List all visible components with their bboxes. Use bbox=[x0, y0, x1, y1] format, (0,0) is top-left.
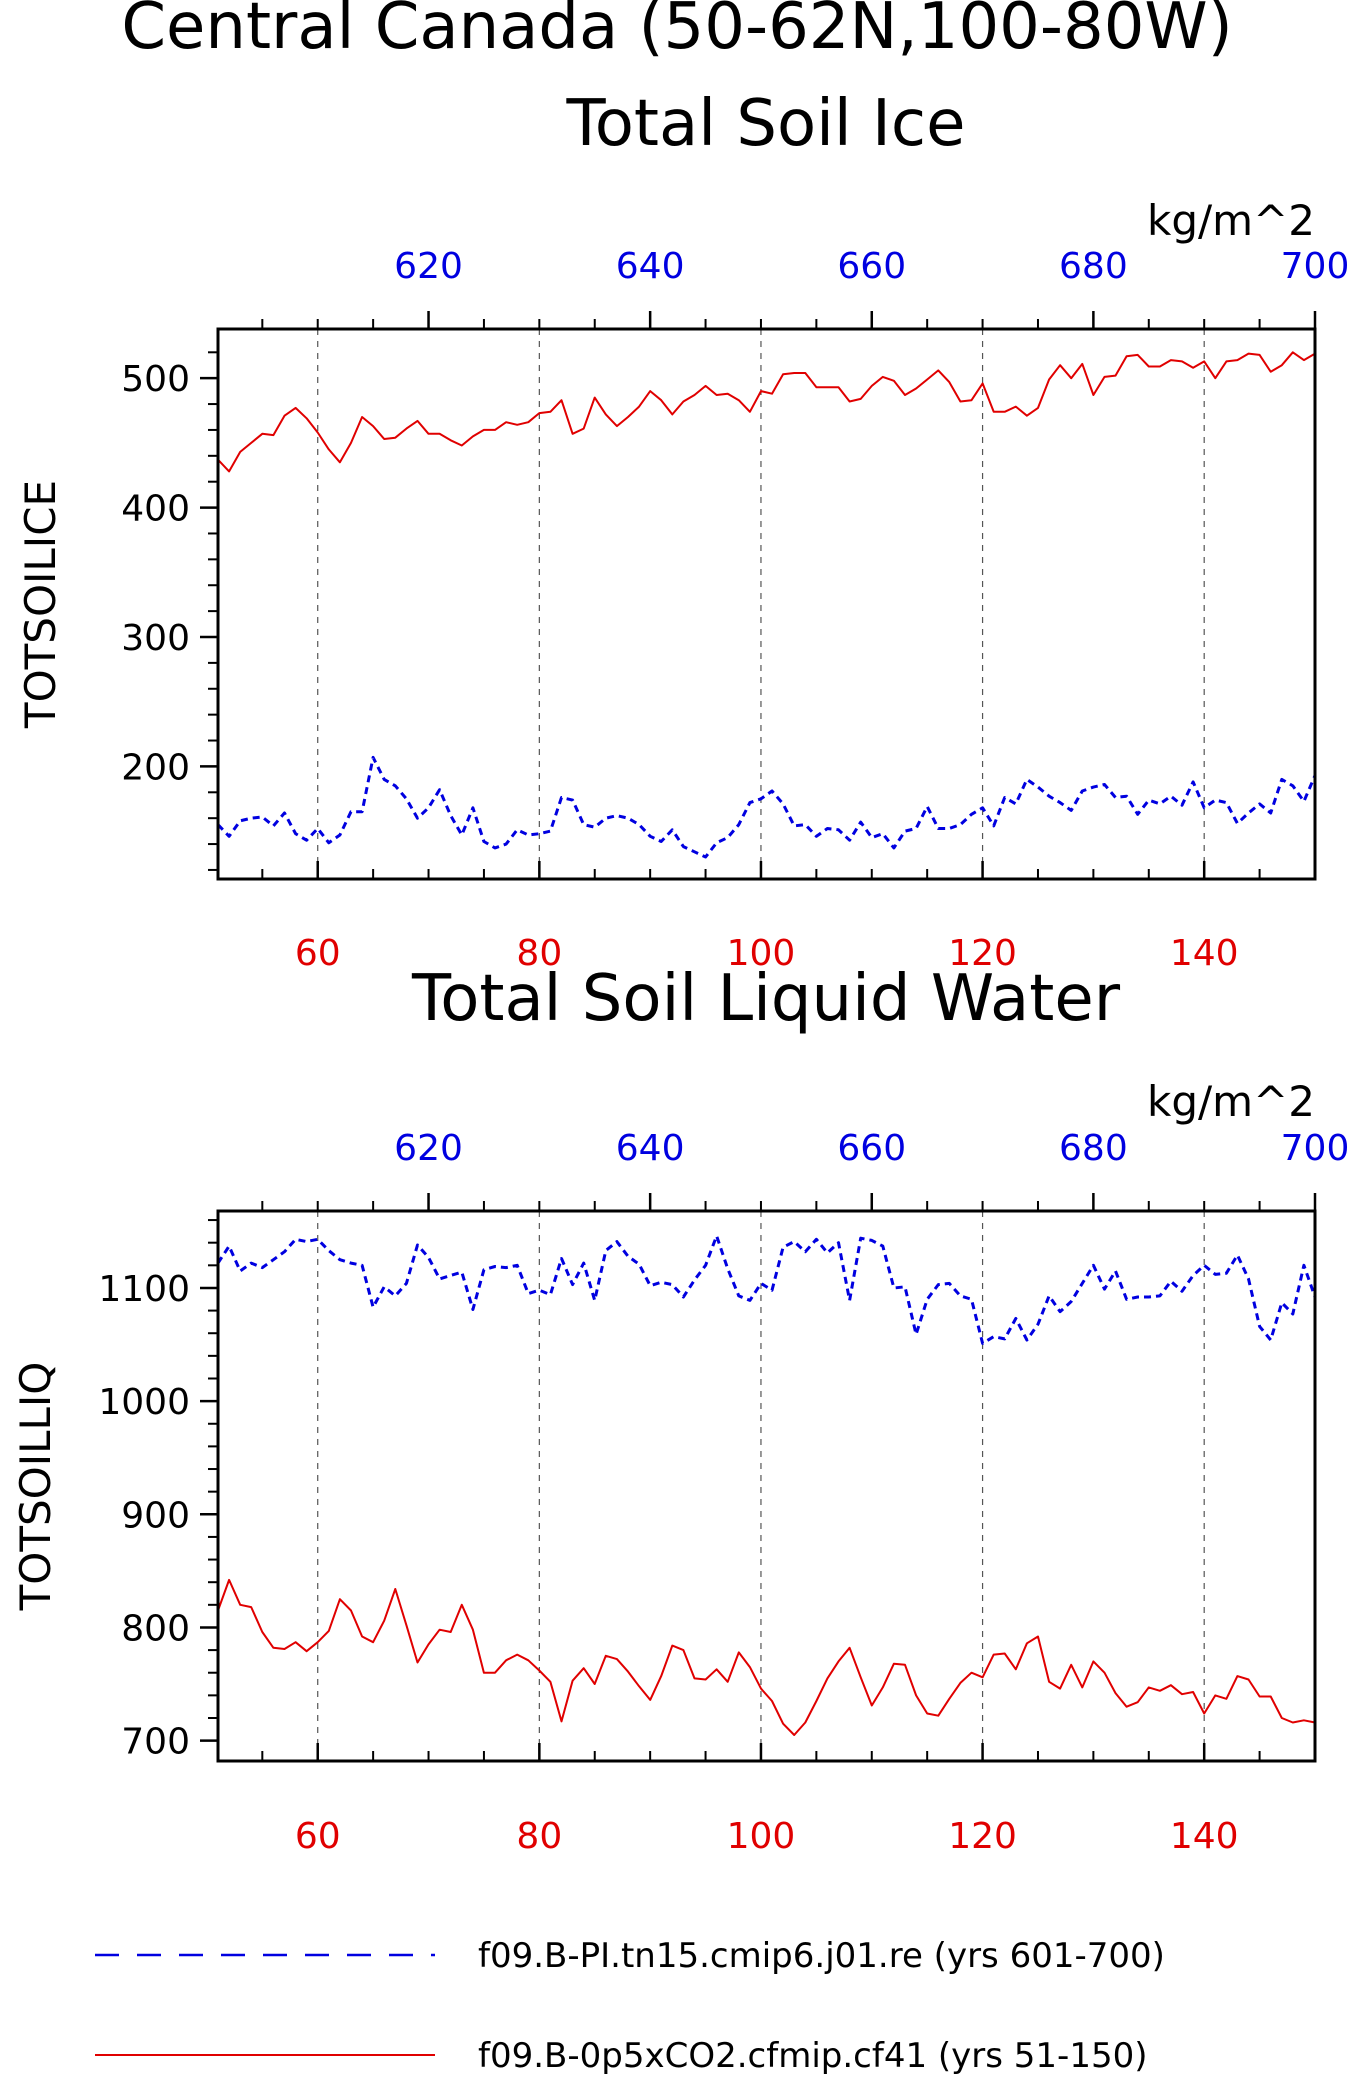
y-tick-label: 400 bbox=[121, 489, 190, 530]
y-tick-label: 500 bbox=[121, 359, 190, 400]
x-tick-label-bottom: 100 bbox=[727, 933, 796, 974]
panel-title: Total Soil Ice bbox=[566, 87, 966, 161]
x-tick-label-top: 660 bbox=[837, 1128, 906, 1169]
main-title: Central Canada (50-62N,100-80W) bbox=[121, 0, 1232, 64]
x-tick-label-bottom: 140 bbox=[1170, 1816, 1239, 1857]
y-tick-label: 800 bbox=[121, 1608, 190, 1649]
plot-frame bbox=[216, 1209, 1317, 1763]
legend-label-blue: f09.B-PI.tn15.cmip6.j01.re (yrs 601-700) bbox=[478, 1936, 1165, 1976]
x-tick-label-top: 700 bbox=[1281, 1128, 1350, 1169]
legend: f09.B-PI.tn15.cmip6.j01.re (yrs 601-700)… bbox=[95, 1936, 1165, 2075]
y-tick-label: 700 bbox=[121, 1722, 190, 1763]
x-tick-label-top: 640 bbox=[616, 1128, 685, 1169]
y-tick-label: 1000 bbox=[98, 1382, 190, 1423]
x-tick-label-top: 680 bbox=[1059, 1128, 1128, 1169]
x-tick-label-top: 620 bbox=[394, 1128, 463, 1169]
series-line-red bbox=[217, 1578, 1316, 1736]
y-tick-label: 900 bbox=[121, 1495, 190, 1536]
x-tick-label-bottom: 120 bbox=[948, 1816, 1017, 1857]
x-tick-label-bottom: 140 bbox=[1170, 933, 1239, 974]
y-tick-label: 300 bbox=[121, 618, 190, 659]
x-tick-label-bottom: 60 bbox=[295, 1816, 341, 1857]
x-tick-label-bottom: 60 bbox=[295, 933, 341, 974]
panel-total-soil-liquid-water: Total Soil Liquid Water kg/m^2 TOTSOILLIQ 6… bbox=[11, 962, 1349, 1857]
series-line-blue bbox=[216, 1234, 1317, 1345]
y-tick-label: 1100 bbox=[98, 1269, 190, 1310]
series-line-blue bbox=[216, 755, 1317, 859]
x-tick-label-bottom: 120 bbox=[948, 933, 1017, 974]
x-tick-label-bottom: 80 bbox=[516, 1816, 562, 1857]
x-tick-label-top: 680 bbox=[1059, 246, 1128, 287]
series-line-red bbox=[217, 351, 1316, 473]
x-tick-label-bottom: 100 bbox=[727, 1816, 796, 1857]
x-tick-label-top: 660 bbox=[837, 246, 906, 287]
panel-total-soil-ice: Total Soil Ice kg/m^2 TOTSOILICE 60 80 100 120… bbox=[16, 87, 1349, 974]
x-tick-label-top: 700 bbox=[1281, 246, 1350, 287]
x-tick-label-top: 620 bbox=[394, 246, 463, 287]
units-label: kg/m^2 bbox=[1147, 196, 1315, 245]
y-axis-label: TOTSOILLIQ bbox=[11, 1362, 60, 1612]
plot-frame bbox=[216, 327, 1317, 881]
legend-label-red: f09.B-0p5xCO2.cfmip.cf41 (yrs 51-150) bbox=[478, 2036, 1147, 2075]
units-label: kg/m^2 bbox=[1147, 1077, 1315, 1126]
x-tick-label-top: 640 bbox=[616, 246, 685, 287]
y-tick-label: 200 bbox=[121, 747, 190, 788]
panel-title: Total Soil Liquid Water bbox=[411, 962, 1121, 1036]
x-tick-label-bottom: 80 bbox=[516, 933, 562, 974]
y-axis-label: TOTSOILICE bbox=[16, 480, 65, 729]
